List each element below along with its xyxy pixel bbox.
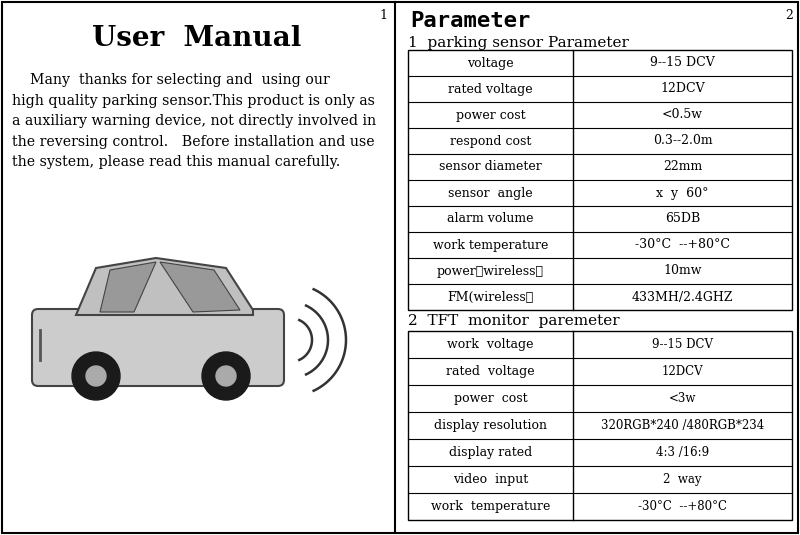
Bar (408, 50, 792, 310)
Text: 65DB: 65DB (665, 212, 700, 225)
Text: video  input: video input (453, 473, 528, 486)
Text: work temperature: work temperature (433, 239, 548, 251)
Text: 12DCV: 12DCV (662, 365, 703, 378)
Text: display rated: display rated (449, 446, 532, 459)
Circle shape (86, 366, 106, 386)
Text: 10mw: 10mw (663, 264, 702, 278)
Text: 1  parking sensor Parameter: 1 parking sensor Parameter (408, 36, 629, 50)
Text: <3w: <3w (669, 392, 696, 405)
Text: work  voltage: work voltage (447, 338, 534, 351)
Text: work  temperature: work temperature (431, 500, 550, 513)
Text: 12DCV: 12DCV (660, 82, 705, 96)
Text: power cost: power cost (456, 109, 526, 121)
Text: User  Manual: User Manual (92, 25, 302, 52)
Text: power  cost: power cost (454, 392, 527, 405)
Polygon shape (160, 262, 240, 312)
Text: 22mm: 22mm (663, 160, 702, 173)
Text: Many  thanks for selecting and  using our
high quality parking sensor.This produ: Many thanks for selecting and using our … (12, 73, 376, 170)
Text: rated  voltage: rated voltage (446, 365, 535, 378)
Text: 0.3--2.0m: 0.3--2.0m (653, 134, 712, 148)
Text: rated voltage: rated voltage (448, 82, 533, 96)
Text: x  y  60°: x y 60° (656, 187, 709, 200)
Text: voltage: voltage (467, 57, 514, 70)
Text: 9--15 DCV: 9--15 DCV (650, 57, 715, 70)
Text: sensor  angle: sensor angle (448, 187, 533, 200)
Text: <0.5w: <0.5w (662, 109, 703, 121)
Text: alarm volume: alarm volume (447, 212, 534, 225)
Text: sensor diameter: sensor diameter (439, 160, 542, 173)
Text: 1: 1 (379, 9, 387, 22)
Circle shape (202, 352, 250, 400)
Text: -30°C  --+80°C: -30°C --+80°C (635, 239, 730, 251)
Circle shape (216, 366, 236, 386)
Text: 2  TFT  monitor  paremeter: 2 TFT monitor paremeter (408, 314, 620, 328)
Bar (408, 331, 792, 520)
Text: FM(wireless）: FM(wireless） (447, 291, 534, 303)
Text: 433MH/2.4GHZ: 433MH/2.4GHZ (632, 291, 734, 303)
Text: -30°C  --+80°C: -30°C --+80°C (638, 500, 727, 513)
Text: 2: 2 (785, 9, 793, 22)
Text: respond cost: respond cost (450, 134, 531, 148)
Text: 4:3 /16:9: 4:3 /16:9 (656, 446, 709, 459)
Text: power（wireless）: power（wireless） (437, 264, 544, 278)
FancyBboxPatch shape (32, 309, 284, 386)
Polygon shape (100, 262, 156, 312)
Text: 320RGB*240 /480RGB*234: 320RGB*240 /480RGB*234 (601, 419, 764, 432)
Circle shape (72, 352, 120, 400)
Text: 9--15 DCV: 9--15 DCV (652, 338, 713, 351)
Text: display resolution: display resolution (434, 419, 547, 432)
Polygon shape (76, 258, 253, 315)
Text: 2  way: 2 way (663, 473, 702, 486)
Text: Parameter: Parameter (410, 11, 530, 31)
